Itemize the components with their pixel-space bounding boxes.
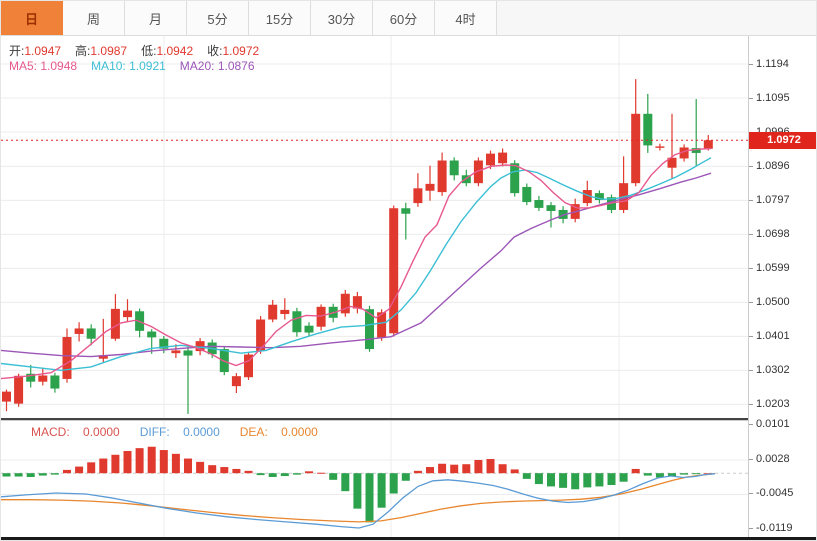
- axis-tick: [749, 166, 753, 168]
- tab-4hour[interactable]: 4时: [435, 1, 497, 35]
- macd-chart-canvas[interactable]: [1, 421, 748, 538]
- close-value: 1.0972: [222, 44, 260, 58]
- dea-value-readout: DEA: 0.0000: [239, 425, 318, 439]
- axis-tick: [749, 234, 753, 236]
- ma10-readout: MA10: 1.0921: [91, 59, 166, 73]
- diff-value-readout: DIFF: 0.0000: [139, 425, 220, 439]
- ohlc-readout: 开:1.0947 高:1.0987 低:1.0942 收:1.0972: [9, 42, 273, 59]
- macd-histogram: [2, 446, 713, 523]
- panel-divider: [1, 418, 816, 420]
- price-axis-label: 0.0028: [756, 452, 790, 465]
- axis-tick: [749, 302, 753, 304]
- open-label: 开:: [9, 44, 25, 58]
- tab-5min[interactable]: 5分: [187, 1, 249, 35]
- diff-line: [1, 473, 716, 529]
- axis-tick: [749, 458, 753, 460]
- price-axis-label: 1.0500: [756, 296, 790, 309]
- axis-tick: [749, 64, 753, 65]
- macd-panel: MACD: 0.0000 DIFF: 0.0000 DEA: 0.0000: [1, 420, 748, 538]
- main-chart-canvas[interactable]: [1, 36, 748, 420]
- price-axis-label: 1.0401: [756, 330, 790, 343]
- price-axis-label: -0.0119: [756, 522, 793, 535]
- low-label: 低:: [141, 44, 157, 58]
- main-chart-panel: 开:1.0947 高:1.0987 低:1.0942 收:1.0972 MA5: 1.…: [1, 36, 748, 420]
- price-axis-label: 0.0101: [756, 418, 790, 431]
- high-value: 1.0987: [90, 44, 128, 58]
- price-axis-label: 1.0896: [756, 160, 790, 173]
- price-axis: 1.11941.10951.09961.08961.07971.06981.05…: [748, 36, 816, 537]
- tab-60min[interactable]: 60分: [373, 1, 435, 35]
- macd-readout: MACD: 0.0000 DIFF: 0.0000 DEA: 0.0000: [31, 425, 338, 439]
- ma5-line: [1, 147, 712, 380]
- axis-tick: [749, 268, 753, 270]
- ma5-readout: MA5: 1.0948: [9, 59, 78, 73]
- axis-tick: [749, 370, 753, 372]
- tab-week[interactable]: 周: [63, 1, 125, 35]
- price-axis-label: 1.0698: [756, 228, 790, 241]
- axis-tick: [749, 98, 753, 99]
- ma20-readout: MA20: 1.0876: [179, 59, 255, 73]
- axis-tick: [749, 424, 753, 426]
- current-price-tag: 1.0972: [749, 131, 816, 149]
- timeframe-tab-bar: 日周月 5分 15分 30分 60分 4时: [1, 1, 816, 36]
- macd-value-readout: MACD: 0.0000: [31, 425, 120, 439]
- price-axis-label: 1.0302: [756, 364, 790, 377]
- axis-tick: [749, 336, 753, 338]
- ma20-line: [1, 172, 712, 358]
- axis-tick: [749, 493, 753, 495]
- axis-tick: [749, 528, 753, 530]
- ma-readout: MA5: 1.0948 MA10: 1.0921 MA20: 1.0876: [9, 59, 255, 73]
- candlestick-series: [2, 79, 713, 414]
- price-axis-label: 1.0797: [756, 194, 790, 207]
- axis-tick: [749, 404, 753, 406]
- close-label: 收:: [207, 44, 223, 58]
- tab-day[interactable]: 日: [1, 1, 63, 35]
- high-label: 高:: [75, 44, 91, 58]
- tab-15min[interactable]: 15分: [249, 1, 311, 35]
- price-axis-label: -0.0045: [756, 487, 794, 500]
- open-value: 1.0947: [24, 44, 62, 58]
- ma10-line: [1, 157, 712, 372]
- tab-30min[interactable]: 30分: [311, 1, 373, 35]
- bottom-border: [1, 537, 816, 540]
- price-axis-label: 1.0203: [756, 398, 790, 411]
- tab-month[interactable]: 月: [125, 1, 187, 35]
- low-value: 1.0942: [156, 44, 194, 58]
- price-axis-label: 1.0599: [756, 262, 790, 275]
- axis-tick: [749, 200, 753, 202]
- price-axis-label: 1.1194: [756, 58, 789, 70]
- price-axis-label: 1.1095: [756, 92, 790, 104]
